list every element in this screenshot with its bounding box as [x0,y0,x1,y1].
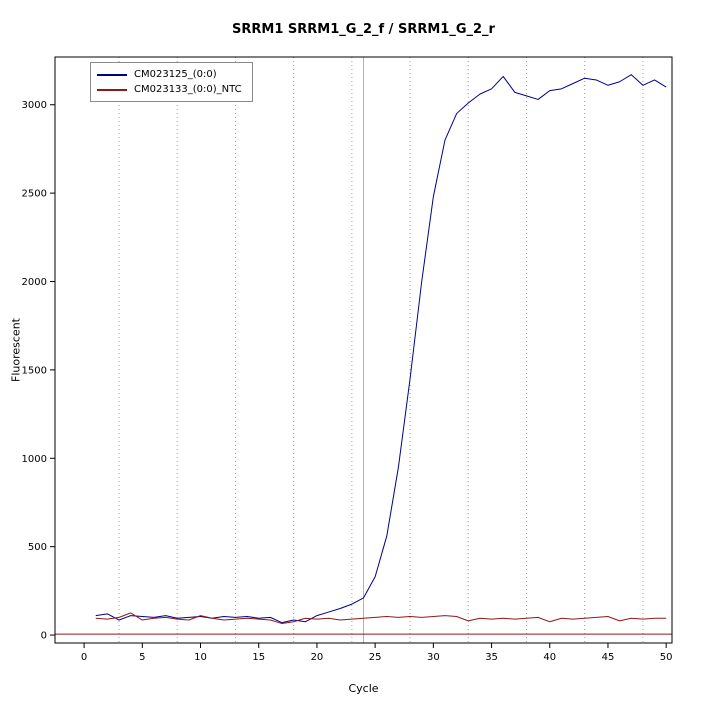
legend-label-sample: CM023125_(0:0) [134,69,217,80]
y-tick-label: 1500 [22,365,47,376]
x-tick-label: 30 [427,652,440,663]
x-tick-label: 10 [194,652,207,663]
y-tick-label: 2000 [22,277,47,288]
legend-entry-ntc: CM023133_(0:0)_NTC [97,82,242,97]
y-axis-label: Fluorescent [9,318,23,382]
legend-swatch-ntc [97,88,127,91]
x-tick-label: 35 [485,652,498,663]
y-tick-label: 1000 [22,454,47,465]
x-tick-label: 5 [139,652,145,663]
series-line-sample [95,74,667,624]
plot-border [54,56,673,644]
legend: CM023125_(0:0) CM023133_(0:0)_NTC [90,62,253,102]
y-tick-label: 3000 [22,100,47,111]
x-tick-label: 20 [311,652,324,663]
legend-swatch-sample [97,73,127,76]
y-tick-label: 2500 [22,189,47,200]
series-line-ntc [95,612,667,625]
y-tick-label: 0 [41,631,47,642]
y-tick-label: 500 [28,542,47,553]
x-tick-label: 0 [81,652,87,663]
x-tick-label: 50 [660,652,673,663]
x-tick-label: 45 [602,652,615,663]
x-tick-label: 15 [252,652,265,663]
x-tick-label: 40 [543,652,556,663]
legend-entry-sample: CM023125_(0:0) [97,67,242,82]
x-axis-label: Cycle [348,682,379,695]
chart-title: SRRM1 SRRM1_G_2_f / SRRM1_G_2_r [232,22,495,37]
x-tick-label: 25 [369,652,382,663]
legend-label-ntc: CM023133_(0:0)_NTC [134,84,242,95]
